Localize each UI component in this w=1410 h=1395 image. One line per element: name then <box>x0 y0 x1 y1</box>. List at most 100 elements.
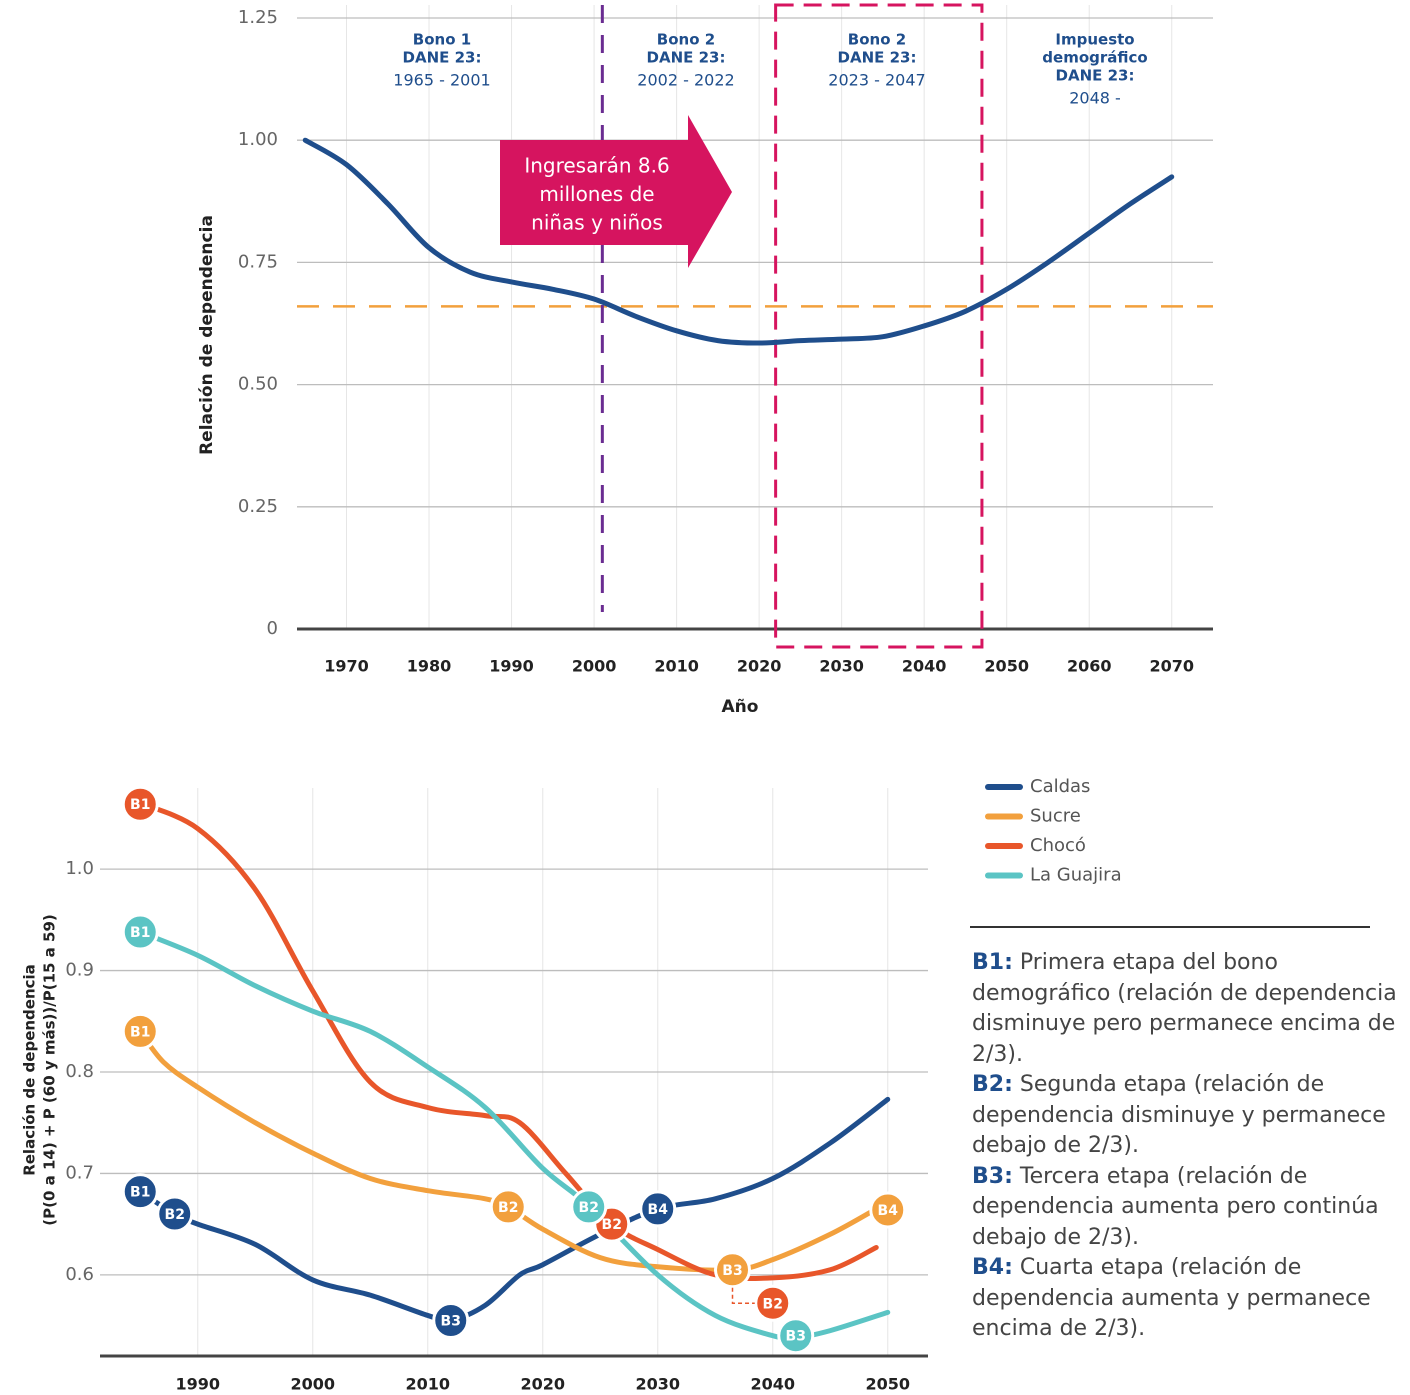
stage-label: B1 <box>130 1024 150 1040</box>
note-key: B3: <box>972 1163 1013 1189</box>
notes: B1: Primera etapa del bono demográfico (… <box>972 948 1397 1345</box>
stage-marker <box>121 913 159 951</box>
y-tick-label: 0 <box>267 618 278 639</box>
period-years: 2048 - <box>1069 89 1121 108</box>
legend-label: Chocó <box>1030 835 1086 856</box>
stage-label: B2 <box>763 1296 783 1312</box>
stage-marker <box>869 1191 907 1229</box>
y-tick-label: 0.50 <box>238 374 278 395</box>
y-tick-label: 0.8 <box>65 1061 94 1082</box>
y-tick-label: 0.25 <box>238 496 278 517</box>
period-years: 2002 - 2022 <box>637 71 734 90</box>
x-tick-label: 2020 <box>520 1375 565 1394</box>
x-tick-label: 2010 <box>405 1375 450 1394</box>
y-tick-label: 0.6 <box>65 1264 94 1285</box>
period-title: DANE 23: <box>403 49 482 67</box>
note-text: Cuarta etapa (relación de dependencia au… <box>972 1255 1371 1341</box>
stage-label: B3 <box>441 1314 461 1330</box>
stage-marker <box>570 1188 608 1226</box>
stage-marker <box>777 1317 815 1355</box>
x-tick-label: 2070 <box>1149 657 1194 676</box>
x-tick-label: 1980 <box>407 657 452 676</box>
stage-marker <box>432 1302 470 1339</box>
y-tick-label: 0.7 <box>65 1162 94 1183</box>
period-title: demográfico <box>1042 49 1147 67</box>
x-tick-label: 2040 <box>750 1375 795 1394</box>
series-line <box>137 1028 879 1273</box>
stage-marker <box>121 1012 159 1050</box>
y-axis-label: (P(0 a 14) + P (60 y más))/P(15 a 59) <box>41 914 59 1226</box>
x-tick-label: 2040 <box>902 657 947 676</box>
note-text: Segunda etapa (relación de dependencia d… <box>972 1072 1386 1158</box>
stage-label: B1 <box>130 1185 150 1201</box>
x-tick-label: 2030 <box>635 1375 680 1394</box>
x-tick-label: 2000 <box>572 657 617 676</box>
note-text: Tercera etapa (relación de dependencia a… <box>972 1163 1379 1250</box>
arrow <box>500 115 732 268</box>
legend-label: Sucre <box>1030 806 1081 827</box>
note: B4: Cuarta etapa (relación de dependenci… <box>972 1253 1397 1345</box>
period-title: Bono 2 <box>848 31 906 49</box>
stage-label: B4 <box>648 1202 669 1218</box>
stage-label: B2 <box>579 1200 599 1216</box>
arrow-text: millones de <box>539 182 654 206</box>
period-title: DANE 23: <box>1056 67 1135 85</box>
note-key: B4: <box>972 1255 1013 1280</box>
x-tick-label: 2020 <box>737 657 782 676</box>
note-key: B2: <box>972 1072 1013 1097</box>
stage-label: B2 <box>602 1217 622 1233</box>
period-title: Bono 1 <box>413 31 471 49</box>
y-tick-label: 1.25 <box>238 7 278 28</box>
stage-label: B1 <box>130 925 150 941</box>
stage-marker <box>754 1284 792 1322</box>
stage-marker <box>489 1188 527 1226</box>
period-title: DANE 23: <box>838 49 917 67</box>
connector <box>731 1287 755 1305</box>
note: B3: Tercera etapa (relación de dependenc… <box>972 1162 1397 1254</box>
stage-label: B4 <box>878 1203 899 1219</box>
period-title: Impuesto <box>1055 31 1134 49</box>
period-years: 1965 - 2001 <box>393 71 490 90</box>
stage-label: B2 <box>498 1200 518 1216</box>
note-text: Primera etapa del bono demográfico (rela… <box>972 950 1397 1067</box>
x-axis-label: Año <box>722 697 759 717</box>
note: B1: Primera etapa del bono demográfico (… <box>972 948 1397 1070</box>
arrow-text: Ingresarán 8.6 <box>524 154 669 178</box>
x-tick-label: 1990 <box>489 657 534 676</box>
y-tick-label: 1.00 <box>238 129 278 150</box>
note: B2: Segunda etapa (relación de dependenc… <box>972 1070 1397 1162</box>
y-axis-label: Relación de dependencia <box>21 964 39 1176</box>
series-line <box>137 1096 891 1324</box>
note-key: B1: <box>972 950 1013 975</box>
stage-label: B2 <box>165 1207 185 1223</box>
y-tick-label: 0.75 <box>238 251 278 272</box>
stage-label: B3 <box>786 1329 806 1345</box>
stage-marker <box>714 1251 751 1289</box>
period-years: 2023 - 2047 <box>828 71 925 90</box>
x-tick-label: 2010 <box>654 657 699 676</box>
stage-marker <box>121 785 159 823</box>
y-tick-label: 0.9 <box>65 960 94 981</box>
period-title: DANE 23: <box>647 49 726 67</box>
x-tick-label: 2030 <box>819 657 864 676</box>
stage-marker <box>156 1195 194 1233</box>
stage-marker <box>121 1173 159 1211</box>
x-tick-label: 2050 <box>865 1375 910 1394</box>
stage-label: B3 <box>722 1263 742 1279</box>
stage-label: B1 <box>130 797 150 813</box>
period-title: Bono 2 <box>657 31 715 49</box>
x-tick-label: 1990 <box>175 1375 220 1394</box>
legend-label: La Guajira <box>1030 865 1122 886</box>
x-tick-label: 2050 <box>984 657 1029 676</box>
highlight-box <box>774 3 984 649</box>
x-tick-label: 2000 <box>290 1375 335 1394</box>
arrow-text: niñas y niños <box>531 211 663 235</box>
y-tick-label: 1.0 <box>65 858 94 879</box>
x-tick-label: 1970 <box>324 657 369 676</box>
series-line <box>302 137 1175 346</box>
legend-label: Caldas <box>1030 776 1090 797</box>
x-tick-label: 2060 <box>1067 657 1112 676</box>
stage-marker <box>639 1190 677 1228</box>
